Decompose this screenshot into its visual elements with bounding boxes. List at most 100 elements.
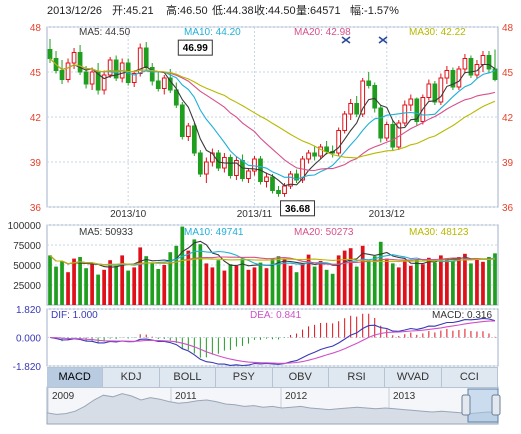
navigator-panel[interactable]: 2009 2011 2012 2013	[46, 386, 501, 425]
tab-cci[interactable]: CCI	[442, 368, 498, 387]
candle-body-26	[203, 161, 209, 175]
navigator-handle-icon-0[interactable]	[461, 394, 471, 416]
candle-body-0	[47, 49, 53, 59]
volume-bar-39	[282, 259, 287, 305]
annotation-box-1	[280, 200, 316, 217]
price-x-tick-1: 2013/11	[237, 209, 273, 220]
volume-bar-52	[360, 245, 365, 305]
macd-y-tick-2: -1.820	[13, 362, 42, 373]
macd-panel[interactable]: 1.820 0.000 -1.820 DIF: 1.000 DEA: 0.841 MACD…	[13, 305, 499, 373]
volume-bar-2	[60, 261, 64, 305]
candle-body-39	[282, 185, 287, 194]
tab-obv[interactable]: OBV	[273, 368, 329, 387]
header-field-0: 2013/12/26	[47, 5, 102, 17]
volume-bar-8	[96, 274, 100, 305]
candle-body-74	[492, 68, 498, 80]
candle-body-9	[101, 74, 107, 91]
price-y-tick-right-3: 39	[502, 158, 514, 169]
navigator-x-tick-3: 2013	[393, 391, 416, 402]
price-legend-1: MA10: 44.20	[184, 27, 241, 38]
candle-body-32	[240, 160, 245, 179]
volume-bar-38	[276, 256, 281, 305]
candle-body-52	[360, 80, 366, 115]
volume-panel[interactable]: 100000 75000 50000 25000 MA5: 50933 MA10: 497…	[8, 221, 499, 306]
volume-y-tick-0: 100000	[8, 221, 42, 232]
tab-psy[interactable]: PSY	[216, 368, 273, 387]
price-ma10-line	[49, 58, 496, 180]
candle-body-18	[155, 80, 161, 89]
tab-rsi[interactable]: RSI	[329, 368, 386, 387]
volume-bar-15	[138, 247, 143, 305]
price-y-tick-right-4: 36	[502, 203, 514, 214]
candle-body-10	[107, 59, 113, 76]
candle-body-63	[426, 83, 432, 98]
tab-wvad[interactable]: WVAD	[385, 368, 442, 387]
candle-body-17	[149, 67, 155, 82]
volume-bar-54	[372, 256, 377, 305]
annotation-box-0	[177, 39, 213, 56]
macd-y-tick-1: 0.000	[16, 334, 41, 345]
macd-legend-0: DIF: 1.000	[51, 310, 98, 321]
candle-body-46	[324, 146, 329, 152]
volume-bar-70	[469, 263, 473, 305]
navigator-area	[46, 393, 499, 425]
header-field-1: 开:45.21	[112, 5, 154, 17]
volume-bar-1	[54, 266, 58, 305]
volume-ma30-line	[49, 254, 496, 266]
volume-bar-67	[451, 261, 455, 305]
price-y-tick-right-1: 45	[502, 68, 514, 79]
candle-body-8	[95, 71, 101, 91]
volume-bar-61	[414, 259, 419, 305]
indicator-tabs: MACD KDJ BOLL PSY OBV RSI WVAD CCI	[47, 367, 498, 388]
event-marker-icon-0	[341, 36, 351, 44]
volume-bar-22	[180, 226, 185, 305]
volume-bar-65	[439, 255, 443, 305]
tab-boll[interactable]: BOLL	[160, 368, 217, 387]
candle-body-45	[318, 146, 323, 157]
candle-body-7	[89, 71, 95, 85]
volume-bar-4	[72, 258, 76, 305]
candle-body-51	[354, 103, 360, 115]
volume-bar-57	[390, 263, 395, 305]
volume-bar-56	[384, 258, 389, 305]
candle-body-28	[216, 152, 221, 169]
volume-bar-25	[198, 244, 203, 305]
candle-body-48	[336, 130, 342, 154]
price-panel[interactable]: 2013/10 2013/11 2013/12 48 48 45 45 42 42 39 39 36 3…	[30, 23, 514, 220]
volume-bar-35	[258, 262, 263, 305]
candle-body-36	[264, 176, 269, 182]
price-y-tick-left-1: 45	[30, 68, 42, 79]
volume-bar-21	[174, 245, 179, 305]
tab-macd[interactable]: MACD	[47, 368, 104, 387]
volume-bar-28	[216, 260, 221, 305]
macd-legend-1: DEA: 0.841	[250, 310, 302, 321]
macd-y-tick-0: 1.820	[16, 305, 41, 316]
candle-body-6	[83, 71, 89, 85]
volume-bar-17	[150, 262, 155, 305]
tab-kdj[interactable]: KDJ	[103, 368, 160, 387]
candle-body-50	[348, 103, 354, 115]
volume-bar-29	[222, 270, 227, 305]
volume-bar-64	[432, 262, 437, 305]
volume-y-tick-2: 50000	[13, 261, 41, 272]
candle-body-61	[414, 98, 420, 122]
volume-bar-24	[192, 239, 197, 305]
candle-body-38	[276, 190, 281, 194]
candle-body-70	[468, 58, 474, 76]
candle-body-68	[456, 68, 462, 88]
candle-body-4	[71, 52, 77, 64]
volume-bar-32	[240, 258, 245, 305]
navigator-handle-icon-1[interactable]	[491, 394, 501, 416]
volume-bar-16	[144, 256, 149, 305]
volume-bar-12	[120, 255, 125, 305]
candle-body-2	[59, 70, 65, 80]
volume-bar-46	[324, 269, 329, 305]
volume-bar-18	[156, 269, 161, 305]
candle-body-16	[143, 47, 149, 68]
candle-body-56	[384, 124, 390, 139]
volume-bar-50	[348, 248, 353, 305]
volume-bar-66	[445, 258, 449, 305]
volume-bar-43	[306, 254, 311, 305]
volume-bar-40	[288, 265, 293, 305]
price-legend-3: MA30: 42.22	[409, 27, 466, 38]
